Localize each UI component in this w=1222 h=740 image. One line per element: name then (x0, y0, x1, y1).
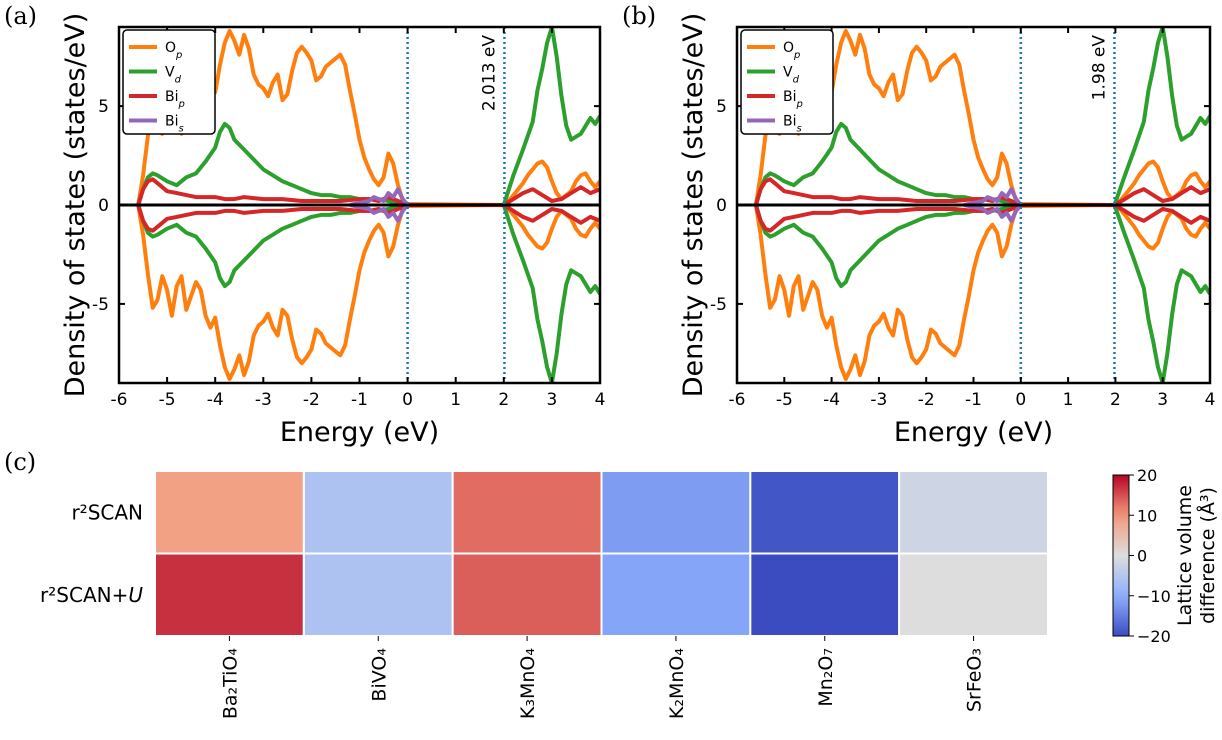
x-tick-label: 0 (402, 390, 413, 410)
x-tick-label: 3 (1157, 390, 1168, 410)
x-tick-label: -6 (111, 390, 128, 410)
heatmap-cell (451, 470, 603, 555)
x-tick-label: 2 (1110, 390, 1121, 410)
heatmap-cell (302, 470, 454, 555)
band-gap-label: 1.98 eV (1089, 35, 1109, 101)
y-tick-label: 5 (98, 97, 109, 117)
legend-box (122, 29, 216, 135)
series-line-v-d-up (753, 27, 1210, 207)
series-line-bi-s-down (963, 203, 1023, 223)
x-tick-label: -6 (729, 390, 746, 410)
series-line-o-p-down (753, 203, 1210, 381)
heatmap-cell (451, 552, 603, 637)
x-tick-label: 2 (498, 390, 509, 410)
x-tick-label: -3 (255, 390, 272, 410)
heatmap-col-label: K₂MnO₄ (666, 648, 688, 719)
x-tick-label: 1 (1063, 390, 1074, 410)
heatmap-cell (749, 470, 901, 555)
heatmap-row-label: r²SCAN+U (40, 583, 143, 607)
colorbar-tick-label: 0 (1137, 547, 1147, 566)
colorbar (1112, 474, 1130, 637)
dos-panel-b: -6 -5 -4 -3 -2 -1 0 1 2 3 4 -5 0 5 Energy (eV) Density … (622, 2, 1215, 448)
y-tick-label: 5 (716, 97, 727, 117)
x-tick-label: 0 (1015, 390, 1026, 410)
heatmap-cell (898, 470, 1050, 555)
heatmap-cell (154, 552, 305, 637)
x-tick-label: -5 (776, 390, 793, 410)
series-line-bi-p-down (136, 203, 600, 233)
panel-label: (b) (622, 2, 656, 30)
x-tick-label: -3 (870, 390, 887, 410)
heatmap-col-label: K₃MnO₄ (517, 648, 539, 719)
x-axis-label: Energy (eV) (894, 417, 1053, 448)
y-tick-label: -5 (710, 295, 727, 315)
heatmap-cell (898, 552, 1050, 637)
heatmap-cell (302, 552, 454, 637)
x-tick-label: -1 (965, 390, 982, 410)
y-tick-label: -5 (92, 295, 109, 315)
heatmap-cell (154, 470, 305, 555)
band-gap-label: 2.013 eV (479, 35, 499, 112)
series-line-v-d-up (136, 27, 600, 207)
x-tick-label: 1 (450, 390, 461, 410)
heatmap-cell (600, 552, 752, 637)
x-axis-label: Energy (eV) (280, 417, 439, 448)
series-line-bi-p-up (753, 177, 1210, 207)
y-axis-label: Density of states (states/eV) (60, 13, 91, 398)
dos-panel-a: -6 -5 -4 -3 -2 -1 0 1 2 3 4 -5 0 5 Energy (eV) Density … (4, 2, 605, 448)
panel-label: (a) (4, 2, 37, 30)
heatmap-row-label: r²SCAN (71, 500, 143, 524)
heatmap-col-label: Mn₂O₇ (815, 648, 837, 707)
x-tick-label: -5 (159, 390, 176, 410)
legend-box (740, 29, 834, 135)
heatmap-panel-c: r²SCAN r²SCAN+U Ba₂TiO₄ BiVO₄ K₃MnO₄ K₂MnO₄ Mn… (4, 448, 1219, 719)
series-line-o-p-down (136, 203, 600, 381)
y-tick-label: 0 (716, 196, 727, 216)
heatmap-cell (749, 552, 901, 637)
heatmap-cell (600, 470, 752, 555)
series-line-v-d-down (136, 203, 600, 383)
heatmap-col-label: BiVO₄ (368, 648, 390, 702)
series-line-bi-s-up (349, 187, 410, 207)
x-tick-label: -2 (303, 390, 320, 410)
panel-label: (c) (4, 448, 36, 476)
x-tick-label: -1 (351, 390, 368, 410)
x-tick-label: -2 (918, 390, 935, 410)
colorbar-label: Lattice volume (1174, 485, 1196, 626)
colorbar-tick-label: −10 (1137, 587, 1171, 606)
y-tick-label: 0 (98, 196, 109, 216)
series-line-bi-p-up (136, 177, 600, 207)
x-tick-label: 4 (1205, 390, 1216, 410)
colorbar-tick-label: 10 (1137, 506, 1157, 525)
series-line-bi-p-down (753, 203, 1210, 233)
plot-area (119, 27, 600, 383)
heatmap-col-label: SrFeO₃ (964, 648, 986, 712)
colorbar-tick-label: 20 (1137, 466, 1157, 485)
x-tick-label: -4 (207, 390, 224, 410)
x-tick-label: 4 (595, 390, 606, 410)
y-axis-label: Density of states (states/eV) (678, 13, 709, 398)
heatmap-col-label: Ba₂TiO₄ (219, 648, 241, 720)
series-line-bi-s-down (349, 203, 410, 223)
series-line-bi-s-up (963, 187, 1023, 207)
x-tick-label: -4 (823, 390, 840, 410)
colorbar-label: difference (Å³) (1196, 487, 1219, 624)
colorbar-tick-label: −20 (1137, 627, 1171, 646)
x-tick-label: 3 (546, 390, 557, 410)
series-line-v-d-down (753, 203, 1210, 383)
